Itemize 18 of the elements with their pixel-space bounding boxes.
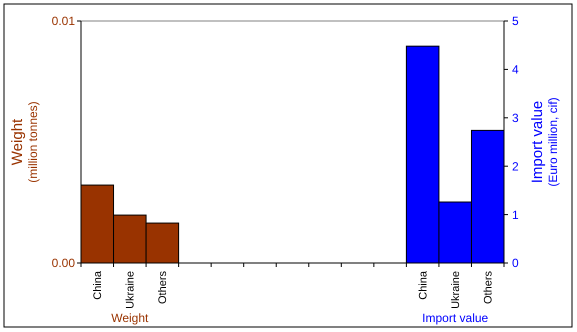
y2-tick-label: 1 <box>512 208 519 222</box>
y2-tick-label: 4 <box>512 62 519 77</box>
y2-axis-title: Import value (Euro million, cif) <box>529 97 560 187</box>
y2-tick-label: 3 <box>512 111 519 125</box>
y-tick-label: 0.01 <box>52 14 76 28</box>
y-tick-label: 0.00 <box>52 256 76 270</box>
x-tick-label: Others <box>157 270 170 304</box>
x-tick-label: Ukraine <box>450 271 462 309</box>
x-tick-label: China <box>92 270 104 300</box>
y2-tick-label: 2 <box>512 159 519 174</box>
text: Weight <box>111 311 150 325</box>
y2-tick-label: 5 <box>512 14 519 28</box>
x-tick-label: China <box>418 270 430 300</box>
x-tick-label: Others <box>482 270 495 304</box>
text: Import value <box>422 311 489 325</box>
y-axis-title: Weight (million tonnes) <box>9 101 40 183</box>
y2-tick-label: 0 <box>512 256 519 270</box>
x-tick-label: Ukraine <box>124 271 137 309</box>
